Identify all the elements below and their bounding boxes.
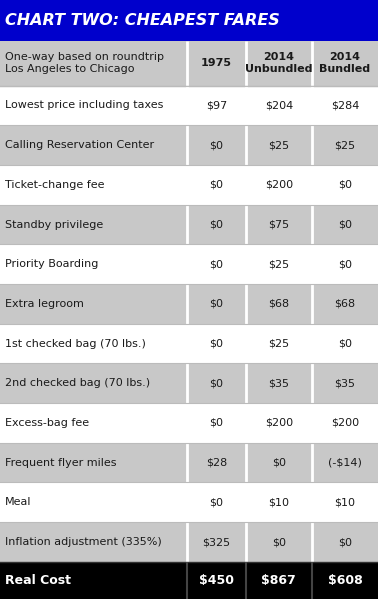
Text: $0: $0 <box>338 180 352 190</box>
Text: $0: $0 <box>209 497 223 507</box>
Text: $200: $200 <box>265 180 293 190</box>
Bar <box>0 364 378 403</box>
Text: $0: $0 <box>209 180 223 190</box>
Text: $10: $10 <box>335 497 355 507</box>
Bar <box>0 125 378 165</box>
Text: Calling Reservation Center: Calling Reservation Center <box>5 140 154 150</box>
Text: $25: $25 <box>268 259 289 269</box>
Bar <box>0 323 378 364</box>
Text: $10: $10 <box>268 497 289 507</box>
Text: 1975: 1975 <box>201 58 232 68</box>
Text: $200: $200 <box>331 418 359 428</box>
Text: $325: $325 <box>202 537 231 547</box>
Bar <box>0 562 378 599</box>
Text: Standby privilege: Standby privilege <box>5 220 103 229</box>
Text: $0: $0 <box>209 379 223 388</box>
Text: $0: $0 <box>338 259 352 269</box>
Text: Extra legroom: Extra legroom <box>5 299 84 309</box>
Bar <box>0 522 378 562</box>
Text: $0: $0 <box>338 220 352 229</box>
Bar <box>0 244 378 284</box>
Text: $35: $35 <box>268 379 289 388</box>
Text: $284: $284 <box>331 101 359 110</box>
Text: (-$14): (-$14) <box>328 458 362 468</box>
Bar <box>0 284 378 323</box>
Text: $0: $0 <box>272 458 286 468</box>
Text: $68: $68 <box>268 299 289 309</box>
Text: 2014
Bundled: 2014 Bundled <box>319 52 370 74</box>
Text: $0: $0 <box>272 537 286 547</box>
Text: $867: $867 <box>262 574 296 587</box>
Text: $68: $68 <box>335 299 355 309</box>
Text: Inflation adjustment (335%): Inflation adjustment (335%) <box>5 537 161 547</box>
Text: $608: $608 <box>328 574 362 587</box>
Text: $204: $204 <box>265 101 293 110</box>
Text: $35: $35 <box>335 379 355 388</box>
Text: $200: $200 <box>265 418 293 428</box>
Text: Meal: Meal <box>5 497 31 507</box>
Bar <box>0 403 378 443</box>
Bar <box>0 482 378 522</box>
Text: CHART TWO: CHEAPEST FARES: CHART TWO: CHEAPEST FARES <box>5 13 279 28</box>
Text: $25: $25 <box>268 140 289 150</box>
Text: $0: $0 <box>338 537 352 547</box>
Text: 2nd checked bag (70 lbs.): 2nd checked bag (70 lbs.) <box>5 379 150 388</box>
Bar <box>0 165 378 205</box>
Text: $0: $0 <box>338 338 352 349</box>
Text: $97: $97 <box>206 101 227 110</box>
Text: Frequent flyer miles: Frequent flyer miles <box>5 458 116 468</box>
Bar <box>0 0 378 41</box>
Text: Priority Boarding: Priority Boarding <box>5 259 98 269</box>
Text: $0: $0 <box>209 220 223 229</box>
Text: Ticket-change fee: Ticket-change fee <box>5 180 104 190</box>
Text: $75: $75 <box>268 220 289 229</box>
Text: $0: $0 <box>209 140 223 150</box>
Text: $28: $28 <box>206 458 227 468</box>
Text: $25: $25 <box>335 140 355 150</box>
Bar <box>0 443 378 482</box>
Text: Real Cost: Real Cost <box>5 574 71 587</box>
Text: 2014
Unbundled: 2014 Unbundled <box>245 52 313 74</box>
Text: $0: $0 <box>209 299 223 309</box>
Text: Lowest price including taxes: Lowest price including taxes <box>5 101 163 110</box>
Text: One-way based on roundtrip
Los Angeles to Chicago: One-way based on roundtrip Los Angeles t… <box>5 52 164 74</box>
Text: $0: $0 <box>209 338 223 349</box>
Text: $0: $0 <box>209 418 223 428</box>
Text: $0: $0 <box>209 259 223 269</box>
Bar <box>0 41 378 86</box>
Bar <box>0 205 378 244</box>
Text: 1st checked bag (70 lbs.): 1st checked bag (70 lbs.) <box>5 338 146 349</box>
Text: $25: $25 <box>268 338 289 349</box>
Text: Excess-bag fee: Excess-bag fee <box>5 418 89 428</box>
Bar <box>0 86 378 125</box>
Text: $450: $450 <box>199 574 234 587</box>
